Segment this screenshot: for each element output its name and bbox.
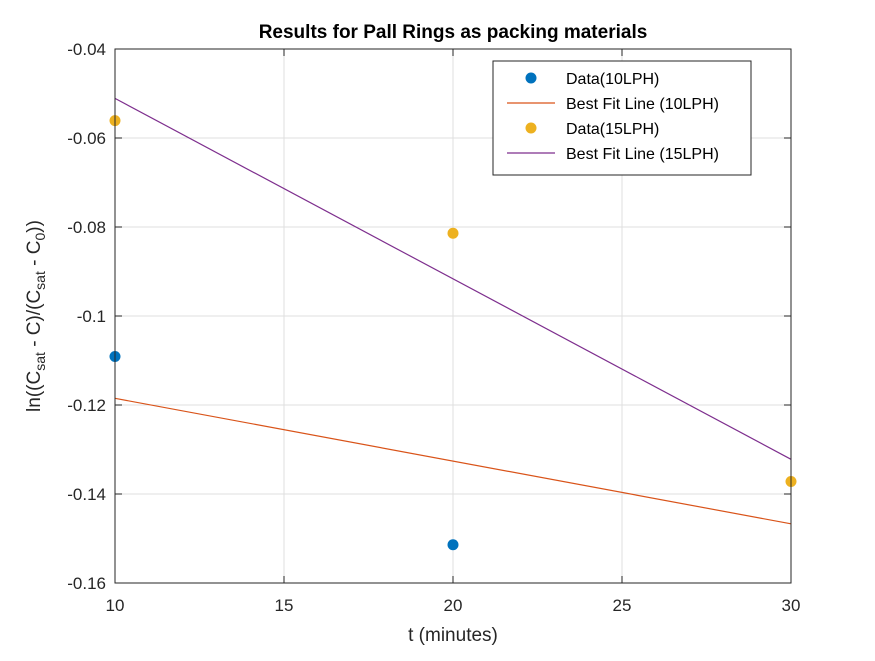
y-tick-label: -0.1	[77, 307, 106, 326]
x-tick-label: 10	[106, 596, 125, 615]
y-axis-title: ln((Csat - C)/(Csat - C0))	[24, 220, 48, 412]
series-line	[114, 397, 792, 525]
legend-marker-swatch	[525, 72, 537, 84]
data-point	[447, 227, 459, 239]
legend-label: Data(15LPH)	[566, 121, 659, 138]
y-tick-label: -0.14	[67, 485, 106, 504]
y-tick-label: -0.08	[67, 218, 106, 237]
y-axis-title-text: ))	[24, 220, 45, 233]
x-tick-label: 20	[444, 596, 463, 615]
legend: Data(10LPH) Best Fit Line (10LPH) Data(15L…	[492, 60, 752, 176]
y-axis-title-text: ln((C	[24, 371, 45, 412]
y-axis-title-text: - C	[24, 241, 45, 272]
x-axis-title: t (minutes)	[408, 625, 498, 646]
y-axis-title-subscript: 0	[32, 233, 48, 241]
axes-layer: 10 15 20 25 30 -0.16 -0.14 -0.12 -0.1 -0.08 -0.06 -…	[67, 40, 800, 615]
y-axis-title-subscript: sat	[32, 352, 48, 371]
y-tick-label: -0.04	[67, 40, 106, 59]
x-tick-label: 25	[613, 596, 632, 615]
legend-marker-swatch	[525, 122, 537, 134]
legend-label: Data(10LPH)	[566, 71, 659, 88]
legend-label: Best Fit Line (15LPH)	[566, 146, 719, 163]
series-line	[114, 97, 792, 460]
data-point	[447, 539, 459, 551]
legend-label: Best Fit Line (10LPH)	[566, 96, 719, 113]
x-tick-label: 30	[782, 596, 801, 615]
y-tick-label: -0.06	[67, 129, 106, 148]
chart-title: Results for Pall Rings as packing materi…	[259, 22, 648, 43]
y-axis-title-text: - C)/(C	[24, 290, 45, 352]
x-tick-label: 15	[275, 596, 294, 615]
y-tick-label: -0.12	[67, 396, 106, 415]
y-tick-label: -0.16	[67, 574, 106, 593]
y-axis-title-subscript: sat	[32, 271, 48, 290]
